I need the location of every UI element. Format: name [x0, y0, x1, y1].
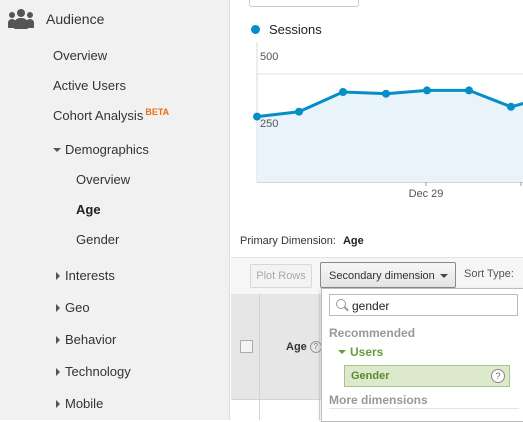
audience-header[interactable]: Audience — [8, 6, 104, 32]
sidebar-item-label: Overview — [76, 172, 131, 187]
expand-right-icon — [56, 271, 60, 280]
y-tick-label: 500 — [260, 51, 278, 63]
sidebar-item-label: Age — [76, 202, 101, 217]
audience-icon — [8, 9, 34, 29]
sidebar-item-overview[interactable]: Overview — [53, 48, 107, 63]
sidebar-item-mobile[interactable]: Mobile — [56, 396, 103, 411]
age-column-label: Age — [286, 341, 307, 353]
users-group[interactable]: Users — [338, 345, 383, 359]
sidebar-item-cohort-analysis[interactable]: Cohort Analysis BETA — [53, 107, 170, 123]
x-tick-label: Dec 29 — [409, 188, 444, 200]
sidebar-item-demographics-overview[interactable]: Overview — [76, 172, 130, 187]
legend-label: Sessions — [269, 22, 322, 37]
search-value: gender — [352, 299, 390, 313]
primary-dimension: Primary Dimension: Age — [240, 235, 364, 247]
sessions-point[interactable] — [423, 86, 431, 95]
more-dimensions-heading[interactable]: More dimensions — [329, 393, 428, 407]
sidebar-item-label: Behavior — [65, 332, 117, 347]
sidebar-item-gender[interactable]: Gender — [76, 232, 119, 247]
expand-right-icon — [56, 335, 60, 344]
sidebar-item-label: Mobile — [65, 396, 104, 411]
secondary-dimension-dropdown[interactable]: Secondary dimension — [320, 262, 456, 288]
top-control-button[interactable] — [249, 0, 359, 7]
sidebar-header-title: Audience — [46, 11, 105, 27]
sessions-line — [256, 88, 523, 119]
help-icon[interactable]: ? — [309, 341, 322, 354]
sidebar-item-label: Active Users — [53, 78, 126, 93]
age-column-header[interactable]: Age? — [286, 341, 322, 354]
expand-down-icon — [338, 349, 346, 354]
sidebar-item-label: Overview — [53, 48, 108, 63]
expand-right-icon — [56, 399, 60, 408]
sessions-point[interactable] — [339, 88, 347, 96]
sessions-point[interactable] — [253, 112, 261, 121]
users-group-label: Users — [350, 345, 384, 359]
search-icon — [336, 299, 346, 309]
sidebar-item-label: Technology — [65, 364, 131, 379]
sidebar: Audience Overview Active Users Cohort An… — [0, 0, 230, 420]
y-tick-label: 250 — [260, 118, 278, 130]
sessions-points — [253, 86, 515, 121]
sessions-area — [257, 90, 523, 182]
sessions-point[interactable] — [295, 107, 303, 116]
gender-option[interactable]: Gender ? — [344, 365, 510, 387]
chevron-down-icon — [440, 274, 448, 278]
expand-down-icon — [53, 147, 61, 152]
sidebar-item-behavior[interactable]: Behavior — [56, 332, 116, 347]
help-icon[interactable]: ? — [491, 369, 505, 383]
column-divider — [319, 294, 320, 420]
sessions-point[interactable] — [507, 102, 515, 111]
sidebar-item-geo[interactable]: Geo — [56, 300, 90, 315]
sidebar-item-label: Interests — [65, 268, 115, 283]
sidebar-item-age[interactable]: Age — [76, 202, 101, 217]
sessions-point[interactable] — [465, 86, 473, 95]
primary-dimension-label: Primary Dimension: — [240, 235, 336, 247]
chart-legend: Sessions — [251, 22, 322, 37]
sessions-point[interactable] — [382, 89, 390, 98]
gender-option-label: Gender — [351, 370, 390, 382]
divider — [329, 408, 519, 409]
sidebar-item-demographics[interactable]: Demographics — [53, 142, 149, 157]
sidebar-item-interests[interactable]: Interests — [56, 268, 115, 283]
expand-right-icon — [56, 367, 60, 376]
beta-badge: BETA — [145, 107, 170, 117]
sidebar-item-label: Geo — [65, 300, 90, 315]
sidebar-item-label: Gender — [76, 232, 120, 247]
recommended-heading: Recommended — [329, 326, 416, 340]
plot-rows-button[interactable]: Plot Rows — [250, 264, 312, 288]
sidebar-item-label: Cohort Analysis — [53, 108, 144, 123]
sessions-chart: 500 250 Dec 29 — [253, 42, 523, 200]
sidebar-item-label: Demographics — [65, 142, 149, 157]
sidebar-item-technology[interactable]: Technology — [56, 364, 131, 379]
expand-right-icon — [56, 303, 60, 312]
secondary-dimension-label: Secondary dimension — [329, 270, 435, 282]
select-all-checkbox[interactable] — [240, 340, 253, 353]
sort-type-label[interactable]: Sort Type: — [464, 268, 514, 280]
primary-dimension-value[interactable]: Age — [342, 235, 364, 247]
column-divider — [259, 294, 260, 420]
sidebar-item-active-users[interactable]: Active Users — [53, 78, 126, 93]
sessions-legend-dot — [251, 25, 260, 34]
dimension-search-input[interactable]: gender — [329, 294, 518, 316]
secondary-dimension-menu: gender Recommended Users Gender ? More d… — [321, 288, 523, 422]
